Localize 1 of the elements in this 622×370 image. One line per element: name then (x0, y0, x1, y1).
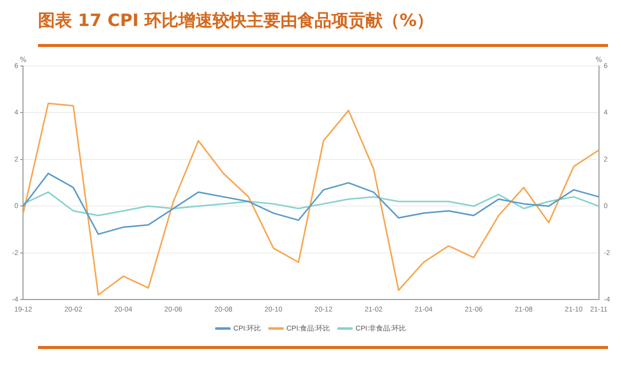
chart-title: 图表 17 CPI 环比增速较快主要由食品项贡献（%） (38, 10, 434, 32)
